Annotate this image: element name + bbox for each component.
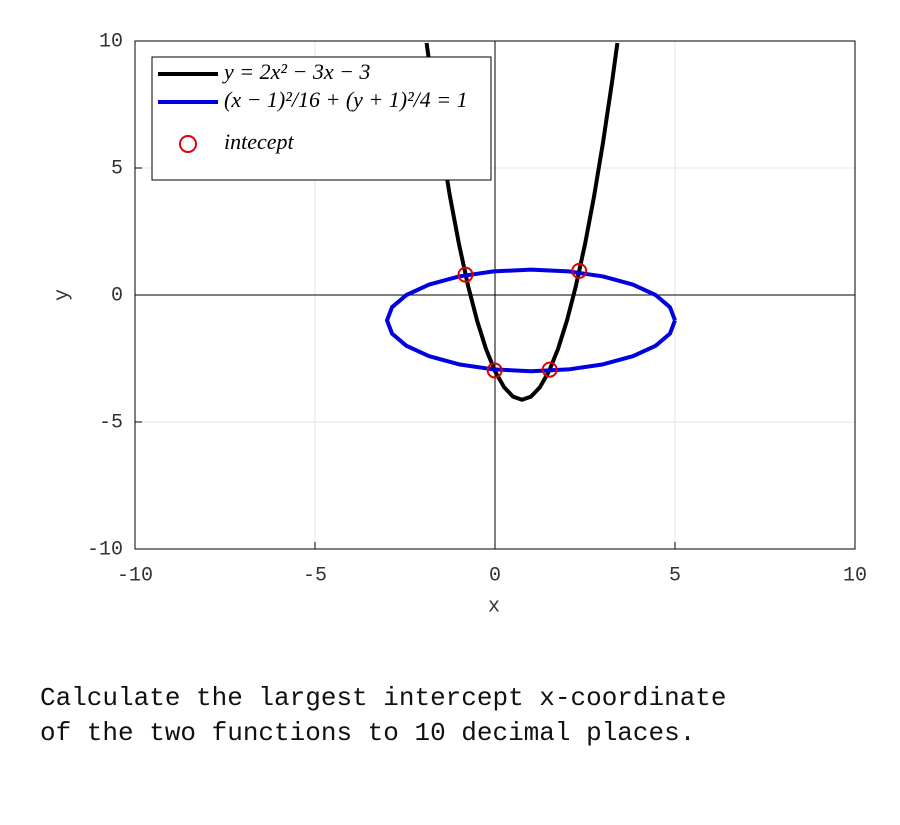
x-axis-label: x xyxy=(488,595,500,618)
y-tick-label: 5 xyxy=(111,157,123,180)
x-tick-label: 5 xyxy=(669,564,681,587)
question-line: of the two functions to 10 decimal place… xyxy=(40,718,695,748)
legend-label: y = 2x² − 3x − 3 xyxy=(222,59,370,84)
y-tick-label: 10 xyxy=(99,30,123,53)
y-tick-label: 0 xyxy=(111,284,123,307)
legend-label: (x − 1)²/16 + (y + 1)²/4 = 1 xyxy=(224,87,468,112)
y-tick-label: -5 xyxy=(99,411,123,434)
x-tick-label: 10 xyxy=(843,564,867,587)
x-tick-label: 0 xyxy=(489,564,501,587)
intercept-marker xyxy=(486,362,503,379)
y-axis-label: y xyxy=(51,289,74,301)
intercept-marker xyxy=(457,266,474,283)
legend-label: intecept xyxy=(224,129,295,154)
intercept-marker xyxy=(541,361,558,378)
legend-marker xyxy=(179,135,197,153)
x-tick-label: -10 xyxy=(117,564,153,587)
plot-frame xyxy=(134,40,856,550)
series-line xyxy=(424,42,620,402)
question-line: Calculate the largest intercept x-coordi… xyxy=(40,683,727,713)
y-tick-label: -10 xyxy=(87,538,123,561)
series-line xyxy=(385,267,677,374)
x-tick-label: -5 xyxy=(303,564,327,587)
legend-box xyxy=(151,56,492,181)
intercept-marker xyxy=(571,262,588,279)
